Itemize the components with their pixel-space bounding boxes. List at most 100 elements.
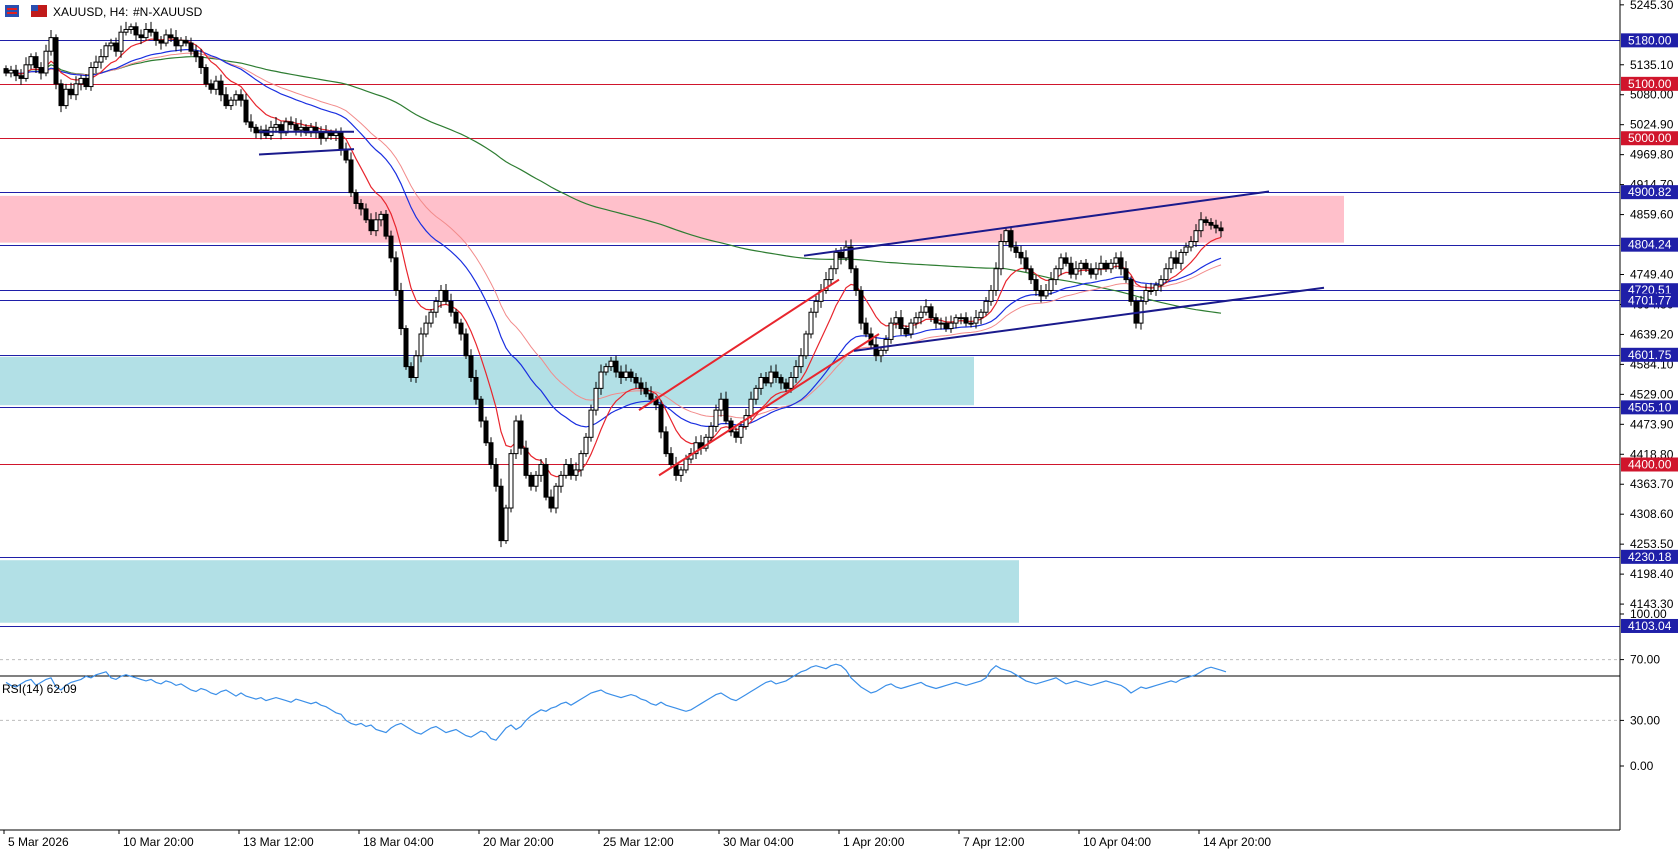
candle-body <box>538 463 544 476</box>
candle-body <box>58 83 64 107</box>
candle-body <box>213 80 219 90</box>
candle-body <box>298 126 304 131</box>
candle-body <box>543 463 549 498</box>
candle-body <box>368 219 374 232</box>
candle-body <box>453 311 459 324</box>
candle-body <box>428 311 434 324</box>
candle <box>308 123 314 138</box>
candle-body <box>483 420 489 444</box>
symbol-timeframe: XAUUSD, H4: <box>53 5 128 19</box>
candle <box>1218 221 1224 238</box>
candle <box>873 337 879 362</box>
candle-body <box>668 453 674 465</box>
candle-body <box>843 246 849 259</box>
candle-body <box>93 61 99 69</box>
candle-body <box>288 121 294 126</box>
candle-body <box>1063 257 1069 264</box>
candle <box>1078 260 1084 276</box>
candle <box>233 90 239 106</box>
candle <box>763 372 769 387</box>
candle <box>168 28 174 42</box>
candle <box>1128 276 1134 306</box>
candle <box>793 360 799 383</box>
candle-body <box>618 371 624 378</box>
candle-body <box>958 317 964 320</box>
candle <box>733 427 739 443</box>
candle-body <box>913 317 919 324</box>
symbol-flag-icon[interactable] <box>31 5 47 17</box>
candle-body <box>978 311 984 319</box>
candle-body <box>1193 230 1199 243</box>
level-tag <box>1621 457 1678 472</box>
candle-body <box>433 300 439 313</box>
candle <box>183 35 189 47</box>
candle-body <box>1008 230 1014 248</box>
candle <box>428 308 434 328</box>
candle-body <box>788 376 794 389</box>
candle <box>28 53 34 70</box>
candle <box>1208 218 1214 230</box>
candle <box>348 152 354 197</box>
candle-body <box>1073 268 1079 275</box>
candle <box>218 74 224 102</box>
candle <box>543 457 549 501</box>
candle-body <box>408 366 414 378</box>
candle-body <box>833 251 839 270</box>
candle-body <box>488 442 494 465</box>
candle-body <box>248 121 254 128</box>
price-tick-label: 4143.30 <box>1630 597 1674 611</box>
candle <box>788 372 794 393</box>
time-axis[interactable]: 5 Mar 2026 10 Mar 20:00 13 Mar 12:00 18 Mar… <box>3 830 1271 849</box>
candle <box>908 318 914 339</box>
candle-body <box>43 50 49 74</box>
time-tick-label: 14 Apr 20:00 <box>1203 835 1271 849</box>
candle-body <box>208 83 214 90</box>
candle <box>533 471 539 492</box>
candle-body <box>118 31 124 52</box>
candle-body <box>733 431 739 438</box>
time-tick-label: 30 Mar 04:00 <box>723 835 794 849</box>
candle-body <box>233 94 239 101</box>
candle-body <box>993 268 999 291</box>
candle <box>158 35 164 50</box>
candle <box>903 325 909 338</box>
candle-body <box>723 398 729 422</box>
candle-body <box>1128 279 1134 302</box>
candle-body <box>578 453 584 471</box>
candle-body <box>983 300 989 313</box>
candle-body <box>53 37 59 85</box>
candle-body <box>463 333 469 357</box>
ma-salmon <box>5 52 1222 419</box>
candle <box>803 330 809 360</box>
candle <box>373 212 379 237</box>
ma-red <box>5 38 1222 478</box>
candle-body <box>708 425 714 438</box>
candle-body <box>563 463 569 476</box>
candle <box>163 29 169 47</box>
rsi-panel[interactable] <box>0 659 1620 741</box>
candle <box>768 365 774 388</box>
candle-body <box>228 99 234 107</box>
candle-body <box>73 83 79 96</box>
candle <box>68 82 74 100</box>
candle <box>633 373 639 389</box>
candle <box>658 400 664 439</box>
time-tick-label: 18 Mar 04:00 <box>363 835 434 849</box>
candle-body <box>328 132 334 137</box>
candle-body <box>243 99 249 123</box>
candle-body <box>1183 246 1189 253</box>
candle-body <box>968 322 974 325</box>
candle-body <box>1168 257 1174 270</box>
candle-body <box>403 328 409 368</box>
candle <box>598 364 604 395</box>
candle <box>463 328 469 360</box>
candle <box>1183 242 1189 256</box>
candle-body <box>718 398 724 411</box>
level-tag-label: 4400.00 <box>1628 457 1672 471</box>
candle <box>883 335 889 354</box>
candle <box>973 310 979 329</box>
level-tag <box>1621 131 1678 146</box>
chart-icon[interactable] <box>5 5 19 17</box>
candle-body <box>928 306 934 319</box>
